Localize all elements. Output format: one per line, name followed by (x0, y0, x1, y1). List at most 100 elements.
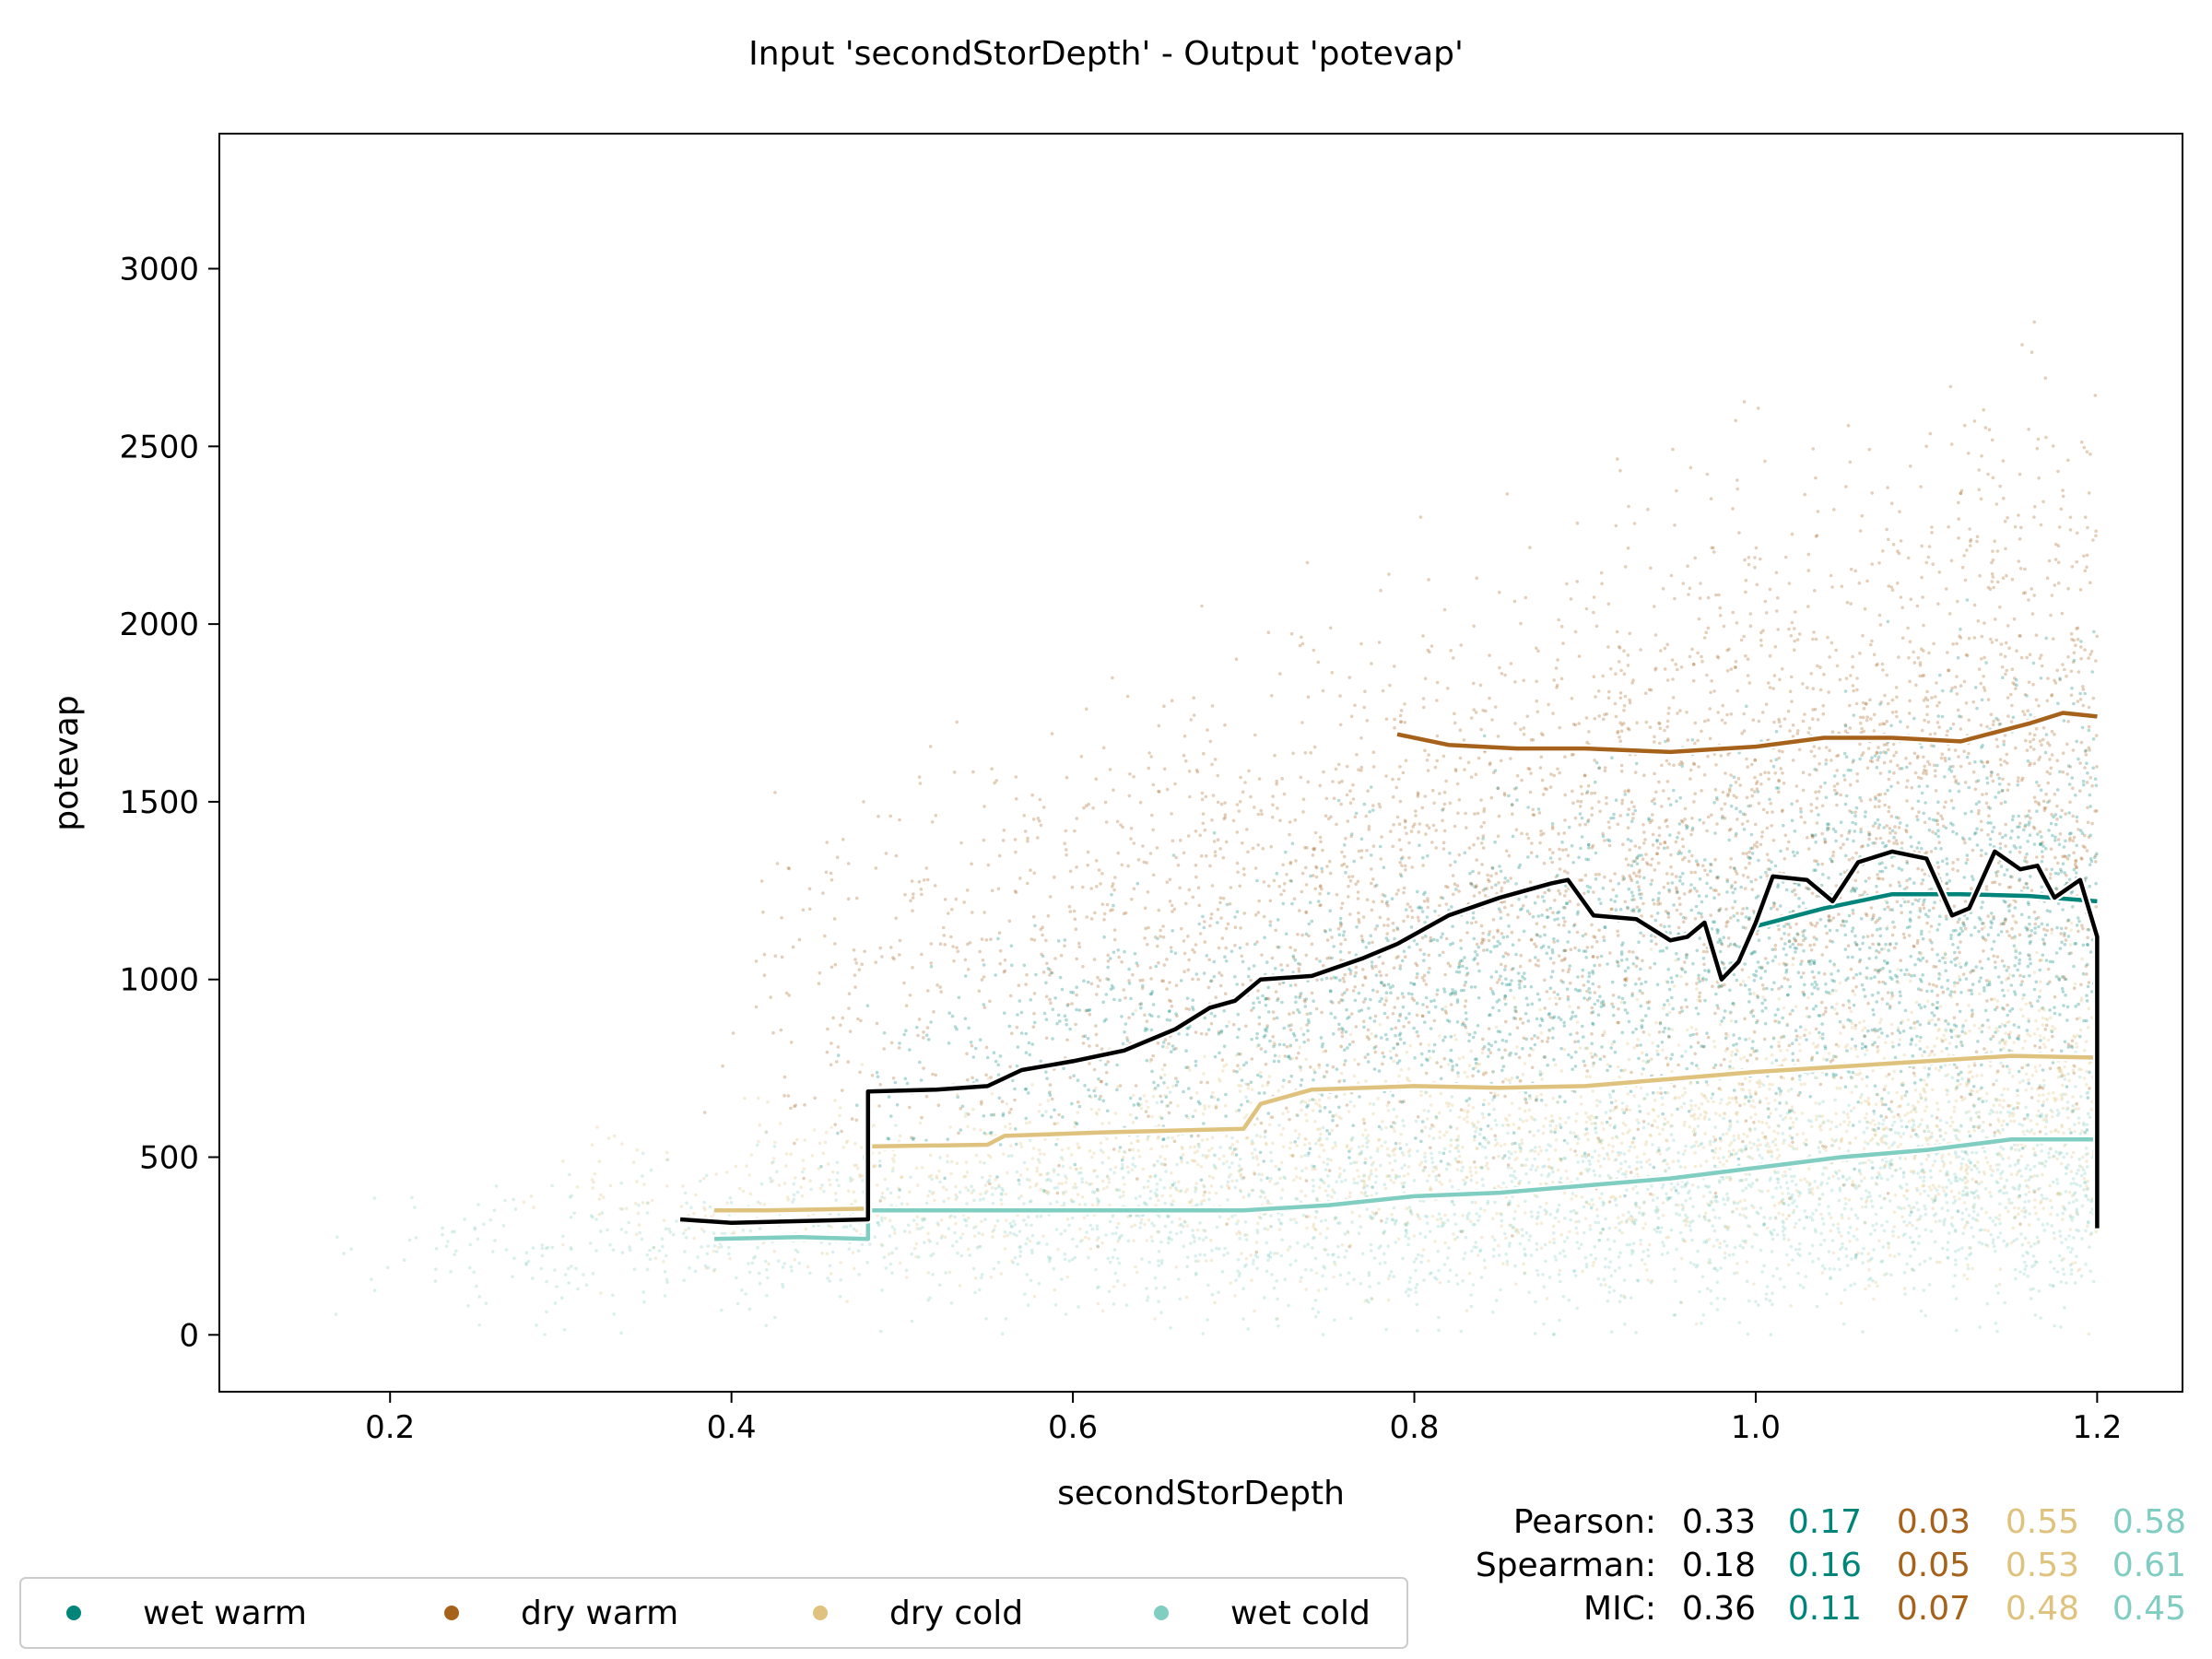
scatter-point (1344, 870, 1347, 875)
scatter-point (1155, 846, 1159, 850)
scatter-point (951, 945, 955, 948)
scatter-point (1024, 1051, 1029, 1054)
scatter-point (1999, 763, 2003, 767)
scatter-point (1451, 874, 1455, 877)
scatter-point (934, 814, 938, 818)
scatter-point (2002, 922, 2006, 926)
scatter-point (1193, 950, 1196, 954)
scatter-point (1903, 972, 1907, 977)
scatter-point (1174, 983, 1179, 987)
scatter-point (2043, 933, 2048, 937)
scatter-point (1504, 977, 1508, 981)
scatter-point (1731, 610, 1735, 615)
scatter-point (1201, 821, 1206, 826)
scatter-point (1328, 859, 1332, 864)
scatter-point (1769, 759, 1773, 763)
scatter-point (1675, 890, 1679, 895)
scatter-point (1890, 1031, 1894, 1036)
scatter-point (1950, 687, 1954, 690)
scatter-point (1695, 889, 1699, 893)
scatter-point (1149, 755, 1153, 759)
scatter-point (1585, 989, 1589, 994)
scatter-point (1880, 1097, 1884, 1100)
scatter-point (860, 962, 864, 967)
scatter-point (1654, 790, 1658, 794)
scatter-point (1759, 643, 1763, 648)
scatter-point (1576, 799, 1580, 804)
scatter-point (2049, 847, 2053, 851)
scatter-point (1267, 884, 1271, 888)
scatter-point (1305, 1012, 1310, 1016)
scatter-point (1496, 735, 1500, 738)
scatter-point (1996, 580, 2000, 584)
scatter-point (1571, 752, 1575, 757)
scatter-point (836, 1131, 840, 1135)
scatter-point (1782, 782, 1786, 785)
scatter-point (1667, 762, 1671, 766)
scatter-point (773, 791, 777, 794)
scatter-point (1053, 957, 1057, 960)
scatter-point (1358, 1095, 1361, 1099)
scatter-point (1525, 909, 1530, 913)
scatter-point (1747, 1100, 1751, 1103)
scatter-point (1380, 835, 1383, 839)
scatter-point (897, 1046, 901, 1050)
scatter-point (1814, 476, 1818, 480)
scatter-point (1941, 688, 1945, 693)
scatter-point (1667, 1027, 1671, 1030)
scatter-point (1885, 719, 1888, 724)
scatter-point (1171, 839, 1175, 843)
scatter-point (1711, 984, 1714, 988)
scatter-point (1735, 912, 1739, 915)
scatter-point (2071, 748, 2076, 752)
scatter-point (1967, 751, 1971, 756)
scatter-point (1924, 851, 1929, 854)
scatter-point (1472, 708, 1476, 712)
scatter-point (1457, 889, 1461, 893)
scatter-point (1273, 753, 1277, 758)
scatter-point (1401, 1005, 1406, 1009)
scatter-point (1575, 521, 1580, 525)
scatter-point (1371, 804, 1375, 807)
scatter-point (1723, 1009, 1727, 1013)
scatter-point (1716, 711, 1720, 714)
scatter-point (1587, 971, 1592, 975)
scatter-point (1479, 841, 1484, 845)
scatter-point (1573, 1149, 1577, 1153)
scatter-point (920, 892, 924, 897)
scatter-point (1616, 457, 1619, 461)
scatter-point (1484, 1071, 1488, 1075)
scatter-point (1667, 706, 1671, 711)
scatter-point (1465, 826, 1468, 830)
scatter-point (1875, 1000, 1878, 1004)
scatter-point (1400, 992, 1405, 995)
scatter-point (1782, 961, 1786, 966)
scatter-point (1899, 959, 1902, 962)
scatter-point (1585, 740, 1589, 745)
scatter-point (1918, 1023, 1923, 1027)
scatter-point (1341, 976, 1346, 981)
scatter-point (1382, 983, 1387, 987)
scatter-point (1583, 773, 1587, 777)
scatter-point (1958, 714, 1961, 718)
scatter-point (1345, 1103, 1349, 1107)
scatter-point (1562, 958, 1566, 962)
scatter-point (1976, 1040, 1980, 1043)
scatter-point (1506, 1163, 1511, 1167)
scatter-point (1582, 1035, 1585, 1039)
scatter-point (1595, 998, 1600, 1003)
scatter-point (1967, 636, 1971, 641)
scatter-point (1315, 978, 1319, 982)
scatter-point (1809, 749, 1814, 754)
scatter-point (1982, 764, 1986, 769)
scatter-point (1030, 937, 1034, 941)
scatter-point (1339, 958, 1343, 962)
scatter-point (1161, 979, 1166, 983)
scatter-point (1481, 931, 1485, 935)
scatter-point (1724, 721, 1727, 725)
scatter-point (1644, 720, 1649, 724)
scatter-point (2028, 732, 2032, 735)
scatter-point (1203, 940, 1207, 944)
scatter-point (1732, 775, 1736, 779)
scatter-point (1677, 1063, 1680, 1067)
